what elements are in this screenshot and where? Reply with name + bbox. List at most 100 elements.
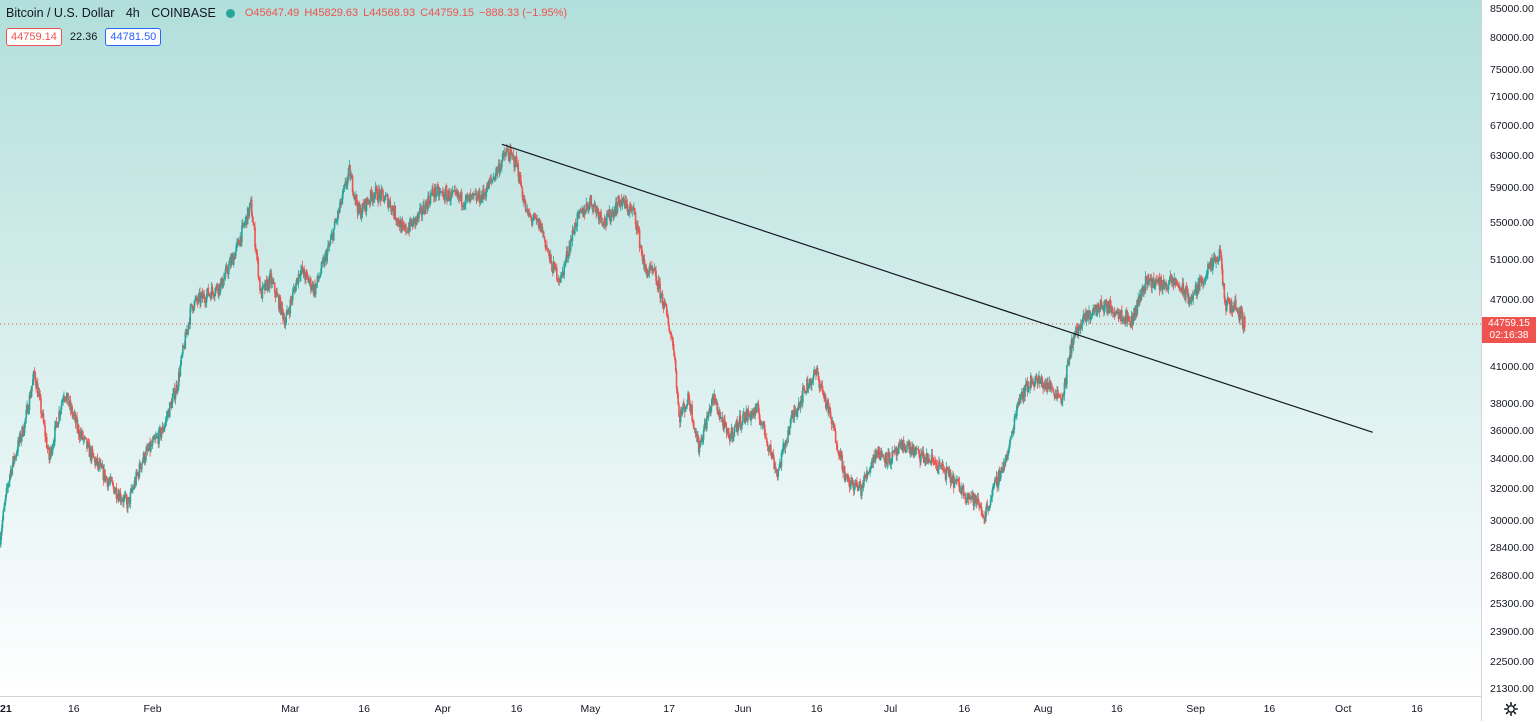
candle (1150, 273, 1153, 293)
candle (586, 201, 588, 210)
price-axis[interactable]: 85000.00 80000.00 75000.00 71000.00 67000.00… (1481, 0, 1537, 721)
candle (378, 186, 381, 199)
candle (187, 322, 190, 336)
candle (142, 451, 145, 463)
candle (1033, 382, 1035, 391)
candle (618, 195, 620, 207)
candle (1063, 378, 1066, 401)
candle (1060, 392, 1062, 405)
candle (382, 188, 384, 202)
candle (807, 383, 810, 394)
chart-area[interactable]: Bitcoin / U.S. Dollar 4h COINBASE O45647… (0, 0, 1481, 696)
candle (118, 490, 121, 502)
candle (149, 437, 151, 457)
candle (294, 284, 297, 294)
candle (1162, 279, 1164, 296)
candle (812, 369, 815, 386)
candle (970, 491, 973, 503)
candle (500, 160, 502, 171)
candle (353, 192, 356, 201)
candle (346, 180, 348, 190)
candle (673, 344, 675, 357)
candle (435, 193, 438, 201)
candle (95, 456, 97, 467)
candle (399, 215, 401, 228)
candle (564, 262, 566, 269)
candle (357, 201, 360, 216)
candle (505, 148, 507, 160)
candle (1107, 300, 1110, 314)
candle (516, 162, 519, 170)
exchange-label[interactable]: COINBASE (151, 6, 216, 20)
candle (964, 491, 966, 504)
candle (423, 209, 426, 216)
candle (957, 477, 960, 488)
candle (137, 470, 140, 481)
candle (1173, 272, 1176, 287)
symbol-name[interactable]: Bitcoin / U.S. Dollar (6, 6, 115, 20)
candle (892, 450, 894, 458)
candle (496, 166, 498, 177)
candle (537, 219, 539, 223)
candle (344, 177, 347, 187)
time-tick-label: 16 (358, 703, 370, 715)
candle (169, 401, 172, 405)
candle (946, 465, 948, 471)
candle (1024, 385, 1026, 402)
candle (69, 395, 72, 416)
candle (25, 404, 28, 424)
candle (578, 209, 581, 219)
candle (1138, 296, 1140, 307)
candle (885, 451, 888, 467)
candle (170, 398, 173, 410)
candle (173, 382, 176, 403)
candle (1156, 279, 1158, 284)
candle (1148, 277, 1151, 287)
candle (54, 420, 56, 446)
time-axis[interactable]: 202116FebMar16Apr16May17Jun16Jul16Aug16S… (0, 696, 1481, 722)
candle (625, 196, 628, 207)
candle (1022, 387, 1025, 405)
candle (220, 277, 223, 284)
candle (539, 219, 542, 233)
candle (232, 252, 235, 268)
candle (1036, 378, 1039, 389)
candle (741, 420, 743, 430)
candle (406, 227, 409, 234)
candle (474, 193, 476, 196)
candle (286, 305, 288, 316)
bid-price-button[interactable]: 44759.14 (6, 28, 62, 46)
candle (436, 183, 438, 197)
candle (441, 190, 443, 197)
candle (842, 469, 844, 479)
candle (624, 195, 627, 210)
candle (342, 184, 345, 195)
price-tick-label: 47000.00 (1490, 293, 1534, 306)
interval-label[interactable]: 4h (125, 6, 140, 20)
candle (925, 457, 927, 466)
candle (259, 275, 261, 295)
candle (182, 344, 185, 347)
candle (781, 448, 784, 457)
candle (828, 406, 830, 418)
candle (912, 443, 915, 459)
candle (277, 292, 279, 298)
candle (638, 226, 641, 252)
candle (1088, 305, 1090, 313)
candle (377, 194, 379, 207)
candle (720, 411, 722, 420)
price-chart[interactable] (0, 0, 1481, 696)
gear-icon[interactable] (1504, 702, 1518, 716)
candle (27, 406, 30, 416)
candle (214, 287, 216, 302)
candle (874, 457, 876, 463)
candle (437, 181, 439, 189)
candle (830, 416, 833, 430)
candle (1034, 374, 1037, 385)
candle (1066, 358, 1069, 368)
candle (471, 192, 474, 200)
candle (1163, 279, 1166, 291)
candle (1205, 270, 1208, 282)
ask-price-button[interactable]: 44781.50 (105, 28, 162, 46)
candle (319, 274, 321, 279)
